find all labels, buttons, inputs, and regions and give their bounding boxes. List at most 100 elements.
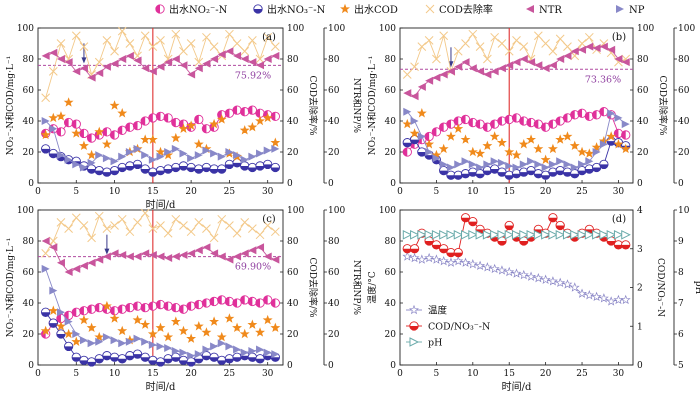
point-no2-10-fill	[110, 130, 115, 140]
point-temp-21	[547, 276, 558, 286]
panel-tag: (d)	[612, 214, 626, 225]
point-no3-8-fill	[454, 175, 463, 180]
point-cod-26	[232, 322, 243, 333]
legend-marker-np	[616, 5, 624, 13]
point-temp-9	[460, 257, 471, 267]
x-tick-label: 25	[224, 369, 236, 379]
y-tick-label: 80	[23, 55, 35, 65]
point-ph-7	[446, 229, 457, 240]
y3-tick-label: 80	[328, 55, 340, 65]
point-no3-16-fill	[156, 361, 165, 367]
point-no2-13-fill	[490, 119, 495, 129]
point-codr-2	[48, 236, 58, 246]
point-cod-15	[147, 134, 158, 144]
point-no2-23-fill	[563, 113, 568, 123]
point-no3-26-fill	[585, 169, 594, 174]
point-temp-7	[446, 257, 456, 267]
point-cod-3	[416, 108, 427, 118]
point-ntr-22	[202, 243, 211, 252]
point-ntr-23	[563, 51, 572, 60]
point-ph-8	[453, 229, 464, 240]
point-ntr-3	[56, 55, 65, 63]
y3-tick-label: 60	[328, 268, 340, 278]
point-no2-16-fill	[512, 113, 517, 123]
y2-tick-label: 0	[287, 179, 293, 189]
point-np-23	[563, 160, 572, 169]
y-tick-label: 0	[390, 179, 396, 189]
point-no3-29-fill	[606, 141, 616, 146]
point-cod-30	[262, 314, 273, 325]
point-codr-14	[140, 208, 150, 218]
point-no3-29-fill	[255, 165, 265, 171]
point-cod-31	[270, 137, 281, 147]
point-no3-17-fill	[163, 169, 173, 174]
point-np-10	[110, 157, 119, 166]
point-ph-15	[504, 229, 515, 240]
plot-frame	[37, 27, 284, 184]
point-np-13	[133, 144, 142, 153]
point-codr-26	[584, 32, 594, 42]
point-codr-15	[148, 42, 158, 51]
point-no3-19-fill	[534, 173, 543, 178]
point-cod-11	[117, 325, 128, 336]
point-cod-23	[562, 131, 573, 141]
point-codr-23	[209, 42, 219, 51]
point-no2-16-fill	[156, 112, 161, 121]
point-no3-24-fill	[217, 360, 226, 365]
point-np-23	[210, 342, 219, 351]
point-no3-27-fill	[592, 167, 601, 172]
point-no2-21-fill	[194, 115, 199, 124]
point-np-16	[156, 342, 165, 351]
point-codno3-31-fill	[621, 244, 630, 250]
point-np-28	[248, 347, 257, 356]
point-cod-1	[40, 325, 51, 336]
point-np-7	[87, 339, 96, 348]
point-np-23	[210, 149, 219, 158]
y-tick-label: 40	[385, 117, 397, 127]
point-cod-13	[489, 131, 500, 141]
y3-axis-label: NTR和NP/%	[351, 260, 362, 316]
x-axis-label: 时间/d	[502, 380, 532, 393]
point-cod-9	[460, 134, 471, 144]
point-ntr-26	[233, 252, 242, 261]
point-no3-11-fill	[118, 167, 127, 172]
x-tick-label: 0	[397, 187, 403, 197]
y-tick-label: 20	[385, 330, 397, 340]
y2-tick-label: 20	[637, 148, 649, 158]
point-no3-7-fill	[87, 169, 96, 174]
point-temp-25	[577, 288, 587, 298]
point-ntr-22	[202, 59, 211, 68]
point-ph-11	[475, 229, 486, 240]
point-np-6	[439, 160, 448, 169]
point-no3-27-fill	[240, 165, 249, 171]
point-no2-19-fill	[179, 305, 184, 314]
y-tick-label: 0	[28, 361, 34, 371]
x-tick-label: 20	[185, 369, 197, 379]
point-cod-3	[56, 321, 66, 331]
point-no2-4-fill	[64, 118, 69, 127]
y3-tick-label: 5	[678, 361, 684, 371]
point-np-14	[497, 158, 506, 167]
point-ntr-25	[578, 45, 587, 54]
y2-tick-label: 0	[287, 361, 293, 371]
point-ntr-24	[570, 47, 579, 56]
point-cod-11	[117, 108, 128, 118]
point-codr-18	[171, 214, 181, 224]
point-np-9	[102, 333, 111, 342]
point-codr-4	[64, 224, 73, 233]
point-ph-19	[533, 229, 544, 240]
point-cod-27	[591, 142, 602, 152]
point-ntr-21	[548, 61, 557, 70]
point-no2-18-fill	[171, 303, 176, 312]
point-np-2	[49, 124, 58, 133]
point-np-5	[72, 160, 81, 169]
point-ntr-11	[118, 250, 127, 259]
point-ntr-4	[425, 76, 434, 85]
legend-marker-codr	[425, 4, 435, 14]
point-np-30	[263, 348, 272, 357]
point-np-10	[110, 336, 119, 345]
point-codr-1	[41, 93, 51, 103]
point-no2-17-fill	[519, 116, 524, 126]
point-cod-7	[86, 149, 97, 160]
